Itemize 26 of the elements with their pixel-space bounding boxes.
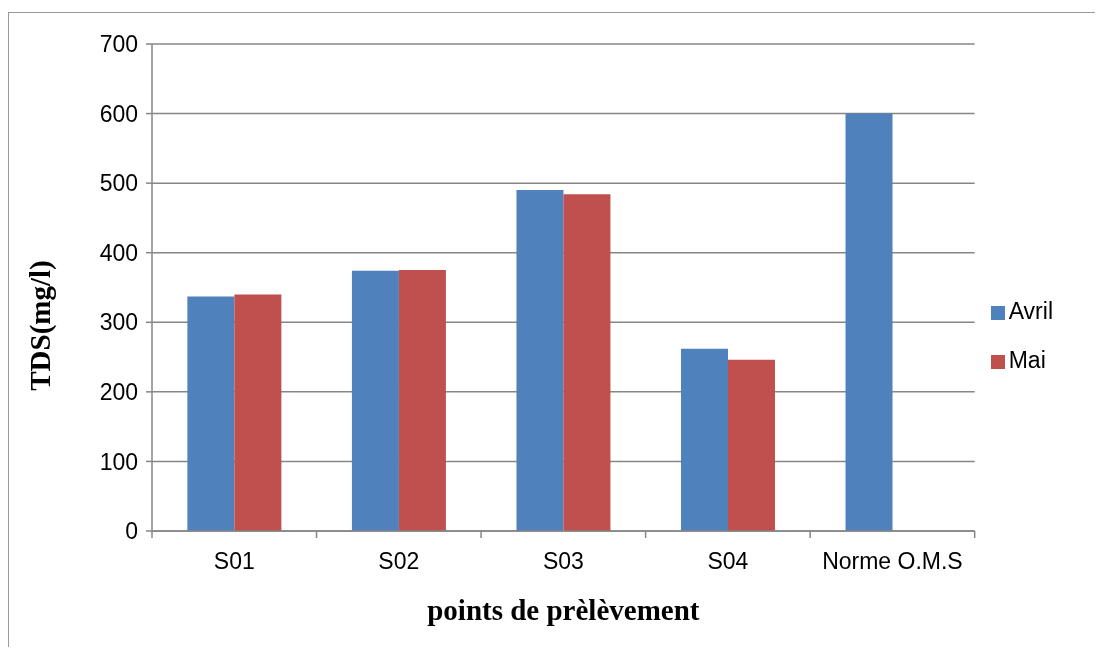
legend-label: Mai xyxy=(1008,347,1046,373)
x-tick-label: S04 xyxy=(707,548,749,575)
y-tick-label: 400 xyxy=(99,239,138,266)
y-tick-label: 600 xyxy=(99,100,138,127)
bar xyxy=(234,294,282,531)
x-tick-label: S01 xyxy=(213,548,255,575)
x-tick-label: Norme O.M.S xyxy=(822,548,963,575)
x-tick-label: S03 xyxy=(542,548,584,575)
bar xyxy=(516,190,564,531)
bar xyxy=(680,348,728,531)
legend-label: Avril xyxy=(1008,298,1053,324)
x-axis-title: points de prèlèvement xyxy=(427,594,700,626)
bar xyxy=(351,270,399,531)
y-axis-title: TDS(mg/l) xyxy=(24,260,57,391)
y-tick-label: 100 xyxy=(99,448,138,475)
y-tick-label: 500 xyxy=(99,170,138,197)
bar xyxy=(563,194,611,531)
bar xyxy=(727,359,775,531)
bar xyxy=(187,296,235,531)
y-tick-label: 0 xyxy=(125,518,138,545)
bar xyxy=(845,113,893,531)
y-tick-label: 700 xyxy=(99,31,138,58)
y-tick-label: 300 xyxy=(99,309,138,336)
x-tick-label: S02 xyxy=(378,548,420,575)
bar xyxy=(398,270,446,531)
y-tick-label: 200 xyxy=(99,379,138,406)
